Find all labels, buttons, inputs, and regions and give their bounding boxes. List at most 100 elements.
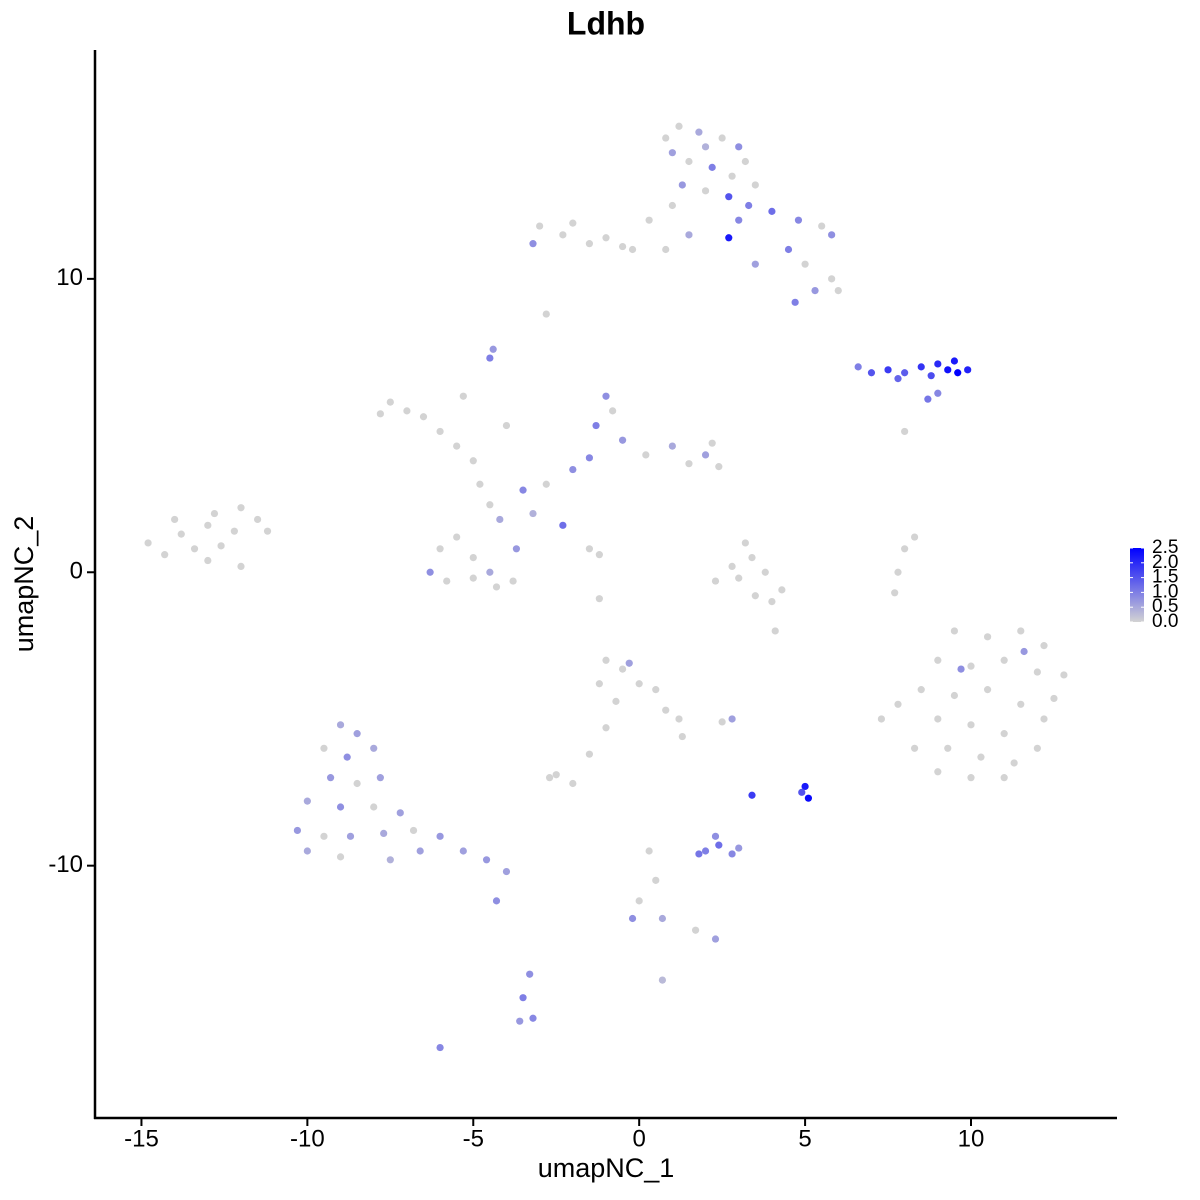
point: [910, 533, 919, 541]
point: [718, 134, 726, 142]
point: [715, 841, 723, 849]
point: [618, 665, 627, 673]
point: [519, 994, 527, 1002]
point: [1010, 759, 1018, 767]
point: [263, 527, 272, 535]
colorbar-label: 1.5: [1152, 567, 1178, 588]
point: [386, 398, 394, 406]
point: [668, 201, 676, 210]
point: [1033, 744, 1041, 752]
point: [944, 366, 952, 374]
y-tick-label: 0: [70, 558, 83, 585]
colorbar-label: 0.5: [1152, 596, 1178, 617]
point: [353, 730, 361, 738]
point: [161, 551, 169, 559]
point: [536, 222, 544, 230]
point: [751, 260, 759, 268]
colorbar-label: 1.0: [1152, 581, 1178, 602]
point: [529, 1014, 537, 1022]
point: [934, 768, 942, 776]
point: [496, 515, 504, 524]
point: [662, 245, 670, 254]
point: [652, 686, 660, 694]
point: [934, 360, 942, 368]
point: [380, 829, 388, 837]
point: [645, 216, 653, 224]
point: [489, 345, 497, 353]
point: [751, 592, 759, 600]
point: [595, 551, 603, 559]
point: [144, 539, 152, 547]
point: [927, 372, 935, 380]
point: [595, 680, 603, 688]
point: [1020, 647, 1028, 656]
point: [735, 574, 743, 582]
point: [486, 568, 494, 576]
point: [791, 298, 799, 306]
point: [735, 844, 743, 852]
y-axis-title: umapNC_2: [9, 516, 39, 653]
x-tick-label: 5: [798, 1125, 811, 1152]
colorbar: [1130, 548, 1144, 622]
point: [685, 231, 693, 239]
point: [950, 627, 959, 635]
point: [748, 791, 756, 799]
point: [977, 753, 985, 761]
point: [486, 354, 494, 362]
point: [1060, 671, 1068, 679]
point: [320, 744, 328, 752]
point: [346, 832, 355, 840]
x-tick-label: 0: [633, 1125, 646, 1152]
point: [741, 539, 749, 547]
y-tick-label: -10: [48, 851, 83, 878]
point: [618, 436, 627, 444]
point: [370, 803, 378, 811]
point: [771, 627, 779, 635]
point: [171, 515, 179, 524]
point: [426, 568, 434, 576]
point: [658, 914, 667, 923]
point: [668, 149, 676, 157]
point: [559, 231, 567, 239]
point: [678, 181, 686, 189]
point: [293, 826, 302, 835]
point: [502, 421, 511, 430]
point: [748, 553, 756, 562]
point: [320, 832, 328, 840]
point: [253, 515, 262, 524]
point: [901, 427, 909, 436]
point: [569, 465, 577, 474]
point: [761, 568, 769, 576]
point: [443, 577, 451, 585]
point: [529, 240, 537, 248]
point: [901, 369, 909, 377]
point: [964, 366, 972, 374]
point: [635, 680, 643, 688]
point: [529, 509, 537, 518]
point: [482, 856, 491, 864]
point: [658, 976, 667, 984]
point: [728, 850, 736, 858]
point: [502, 867, 511, 876]
point: [569, 219, 577, 227]
point: [303, 797, 311, 805]
point: [416, 847, 424, 855]
point: [934, 656, 942, 664]
point: [701, 187, 710, 195]
point: [542, 310, 550, 318]
point: [725, 234, 733, 242]
point: [811, 286, 819, 295]
point: [728, 172, 736, 180]
point: [768, 598, 776, 606]
point: [957, 665, 965, 673]
point: [386, 856, 394, 864]
point: [652, 876, 660, 884]
point: [419, 413, 428, 421]
point: [526, 970, 534, 978]
point: [353, 779, 361, 788]
point: [343, 753, 351, 761]
point: [595, 595, 603, 603]
point: [934, 389, 942, 397]
point: [967, 721, 975, 729]
